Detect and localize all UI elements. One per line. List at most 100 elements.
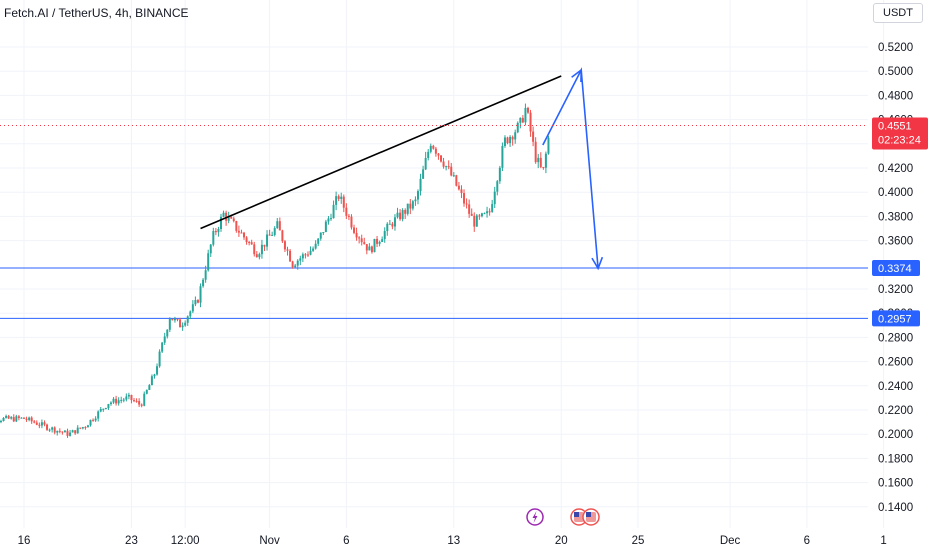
candle-body — [12, 417, 15, 422]
candle-body — [486, 211, 489, 214]
candle-body — [97, 411, 100, 419]
candle-body — [335, 196, 338, 205]
y-tick-label: 0.1800 — [878, 453, 913, 465]
currency-button[interactable]: USDT — [873, 3, 923, 23]
candle-body — [30, 417, 33, 422]
candle-body — [235, 221, 238, 231]
candle-body — [266, 234, 269, 247]
candle-body — [255, 254, 258, 258]
candle-body — [289, 250, 292, 262]
candle-body — [153, 374, 156, 377]
candle-body — [120, 399, 123, 401]
candle-body — [163, 336, 166, 343]
candle-body — [10, 417, 13, 419]
candle-body — [143, 393, 146, 406]
candle-body — [217, 229, 220, 233]
candle-body — [465, 203, 468, 205]
candle-body — [17, 416, 20, 418]
candle-body — [294, 265, 297, 268]
candle-body — [442, 161, 445, 167]
us-flag-event-icon[interactable] — [582, 508, 600, 526]
candle-body — [94, 418, 97, 421]
candle-body — [347, 215, 350, 217]
candle-body — [355, 232, 358, 238]
y-tick-label: 0.4800 — [878, 90, 913, 102]
candle-body — [524, 107, 527, 123]
candle-body — [191, 304, 194, 312]
candle-body — [253, 244, 256, 255]
candle-body — [368, 246, 371, 251]
level-badge-label: 0.3374 — [878, 263, 912, 275]
candle-body — [521, 117, 524, 123]
candle-body — [434, 148, 437, 154]
y-tick-label: 0.2000 — [878, 429, 913, 441]
x-tick-label: 13 — [447, 535, 460, 547]
candle-body — [547, 137, 550, 154]
candle-body — [0, 420, 2, 422]
candle-body — [496, 181, 499, 192]
candle-body — [409, 203, 412, 209]
candle-body — [222, 212, 225, 217]
candle-body — [337, 196, 340, 199]
candle-body — [427, 151, 430, 158]
x-tick-label: 16 — [18, 535, 31, 547]
candle-body — [202, 279, 205, 287]
candle-body — [23, 417, 25, 419]
projection-arrow — [542, 67, 599, 269]
candle-body — [130, 394, 133, 401]
candle-body — [199, 286, 202, 303]
y-tick-label: 0.3600 — [878, 236, 913, 248]
candle-body — [227, 216, 230, 221]
candle-body — [150, 376, 153, 386]
candle-body — [69, 432, 72, 436]
candle-body — [81, 427, 84, 429]
candle-body — [33, 421, 36, 423]
x-tick-label: 20 — [555, 535, 568, 547]
candle-body — [411, 201, 414, 209]
countdown-label: 02:23:24 — [878, 135, 921, 147]
candle-body — [71, 430, 74, 433]
candle-body — [225, 212, 228, 221]
rising-trendline — [200, 75, 562, 230]
price-axis[interactable]: 0.52000.50000.48000.46000.44000.42000.40… — [872, 42, 928, 514]
candle-body — [104, 408, 107, 410]
candle-body — [480, 213, 483, 217]
candle-body — [537, 157, 540, 163]
candle-body — [240, 232, 243, 234]
candle-body — [186, 316, 189, 323]
us-flag-event-icon[interactable] — [570, 508, 588, 526]
candle-body — [396, 212, 399, 218]
candle-body — [173, 318, 176, 321]
candle-body — [516, 122, 519, 133]
candlestick-series — [0, 103, 550, 438]
candle-body — [99, 409, 102, 412]
lightning-event-icon[interactable] — [526, 508, 544, 526]
candle-body — [544, 153, 547, 168]
candle-body — [353, 227, 356, 233]
candle-body — [475, 215, 478, 227]
candle-body — [330, 218, 332, 220]
candle-body — [296, 260, 299, 266]
symbol-title[interactable]: Fetch.AI / TetherUS, 4h, BINANCE — [4, 6, 189, 20]
candle-body — [304, 254, 307, 256]
candle-body — [399, 212, 402, 220]
candle-body — [317, 238, 320, 244]
candle-body — [245, 237, 248, 242]
candle-body — [48, 429, 51, 431]
candle-body — [140, 404, 143, 406]
candle-body — [324, 221, 327, 233]
y-tick-label: 0.5000 — [878, 66, 913, 78]
candle-body — [447, 166, 450, 168]
candle-body — [189, 311, 192, 317]
candle-body — [416, 191, 419, 200]
event-markers[interactable] — [526, 508, 600, 526]
candle-body — [125, 396, 128, 400]
time-axis[interactable]: 16 23 12:00 Nov 6 13 20 25 Dec 6 1 — [18, 535, 887, 547]
candle-body — [365, 244, 368, 251]
candle-body — [194, 300, 197, 305]
candle-body — [53, 427, 56, 433]
candle-body — [506, 137, 509, 144]
candle-body — [35, 422, 38, 425]
candle-body — [46, 424, 49, 430]
